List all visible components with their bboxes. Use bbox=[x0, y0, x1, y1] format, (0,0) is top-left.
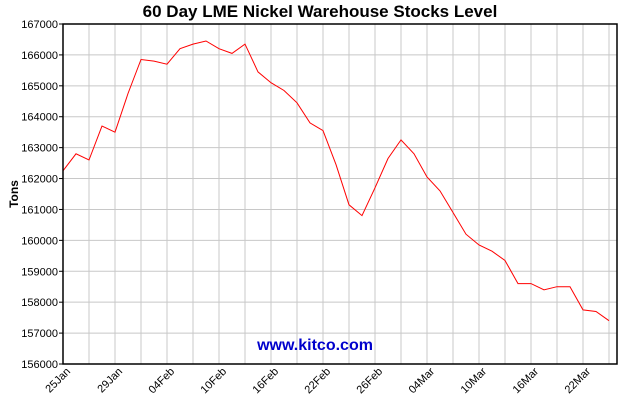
x-tick-label: 22Feb bbox=[303, 366, 334, 397]
y-tick-label: 164000 bbox=[21, 112, 58, 124]
x-tick-label: 16Feb bbox=[251, 366, 282, 397]
x-tick-label: 04Feb bbox=[147, 366, 178, 397]
y-axis-label: Tons bbox=[7, 180, 21, 208]
x-tick-label: 22Mar bbox=[563, 365, 594, 396]
chart-title: 60 Day LME Nickel Warehouse Stocks Level bbox=[143, 2, 498, 21]
y-tick-label: 161000 bbox=[21, 204, 58, 216]
y-tick-label: 157000 bbox=[21, 328, 58, 340]
y-tick-label: 166000 bbox=[21, 50, 58, 62]
x-tick-label: 10Mar bbox=[459, 365, 490, 396]
plot-frame bbox=[62, 23, 618, 365]
y-tick-label: 159000 bbox=[21, 266, 58, 278]
y-tick-label: 167000 bbox=[21, 19, 58, 31]
data-line bbox=[62, 40, 610, 322]
y-tick-label: 163000 bbox=[21, 143, 58, 155]
x-tick-label: 26Feb bbox=[355, 366, 386, 397]
y-axis: 156000 157000 158000 159000 160000 161000 1620… bbox=[21, 19, 63, 371]
y-tick-label: 160000 bbox=[21, 235, 58, 247]
watermark: www.kitco.com bbox=[256, 337, 373, 354]
grid-lines bbox=[63, 23, 617, 365]
y-tick-label: 165000 bbox=[21, 81, 58, 93]
x-tick-label: 04Mar bbox=[407, 365, 438, 396]
y-tick-label: 158000 bbox=[21, 297, 58, 309]
y-tick-label: 156000 bbox=[21, 359, 58, 371]
x-axis: 25Jan 29Jan 04Feb 10Feb 16Feb 22Feb 26Feb 04Mar… bbox=[43, 365, 593, 396]
x-tick-label: 10Feb bbox=[199, 366, 230, 397]
x-tick-label: 16Mar bbox=[511, 365, 542, 396]
x-tick-label: 29Jan bbox=[95, 366, 125, 396]
y-tick-label: 162000 bbox=[21, 174, 58, 186]
